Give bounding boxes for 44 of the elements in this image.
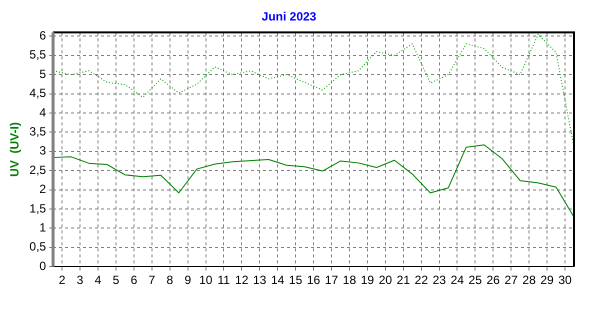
x-tick-label: 14 (270, 273, 285, 288)
x-tick-label: 13 (252, 273, 267, 288)
x-tick-label: 15 (288, 273, 303, 288)
y-axis-title: UV (UV-I) (8, 122, 22, 177)
y-tick-label: 5,5 (29, 48, 46, 62)
x-tick-label: 8 (166, 273, 174, 288)
x-tick-label: 21 (396, 273, 410, 288)
x-tick-label: 11 (217, 273, 230, 288)
y-tick-label: 6 (39, 28, 46, 43)
x-tick-label: 28 (522, 273, 536, 288)
x-tick-label: 26 (486, 273, 500, 288)
x-tick-label: 30 (558, 273, 572, 288)
x-tick-label: 24 (450, 273, 464, 288)
x-tick-label: 16 (306, 273, 321, 288)
y-tick-label: 4,5 (29, 86, 46, 100)
x-tick-label: 25 (468, 273, 482, 288)
x-tick-label: 23 (432, 273, 446, 288)
x-tick-label: 17 (324, 273, 338, 288)
x-tick-label: 3 (76, 273, 84, 288)
x-tick-label: 20 (378, 273, 392, 288)
y-tick-label: 2,5 (29, 162, 46, 177)
x-tick-label: 10 (199, 273, 213, 288)
x-tick-label: 18 (342, 273, 356, 288)
y-tick-label: 0 (39, 258, 46, 273)
x-tick-label: 9 (184, 273, 192, 288)
y-tick-label: 1,5 (29, 201, 46, 216)
x-tick-label: 27 (504, 273, 518, 288)
y-tick-label: 3 (39, 144, 46, 158)
y-tick-label: 1 (39, 220, 46, 235)
x-tick-label: 19 (360, 273, 374, 288)
chart-title: Juni 2023 (262, 10, 317, 24)
x-tick-label: 22 (414, 273, 428, 288)
y-tick-label: 4 (39, 105, 46, 120)
x-tick-label: 2 (58, 273, 66, 288)
y-tick-label: 0,5 (29, 240, 46, 254)
x-tick-label: 5 (112, 273, 120, 288)
x-tick-label: 7 (148, 273, 156, 288)
y-tick-label: 3,5 (29, 124, 46, 139)
x-tick-label: 4 (94, 273, 102, 288)
y-tick-label: 2 (39, 182, 46, 196)
x-tick-label: 12 (235, 273, 249, 288)
x-tick-label: 6 (130, 273, 138, 288)
y-tick-label: 5 (39, 66, 46, 81)
x-tick-label: 29 (540, 273, 554, 288)
